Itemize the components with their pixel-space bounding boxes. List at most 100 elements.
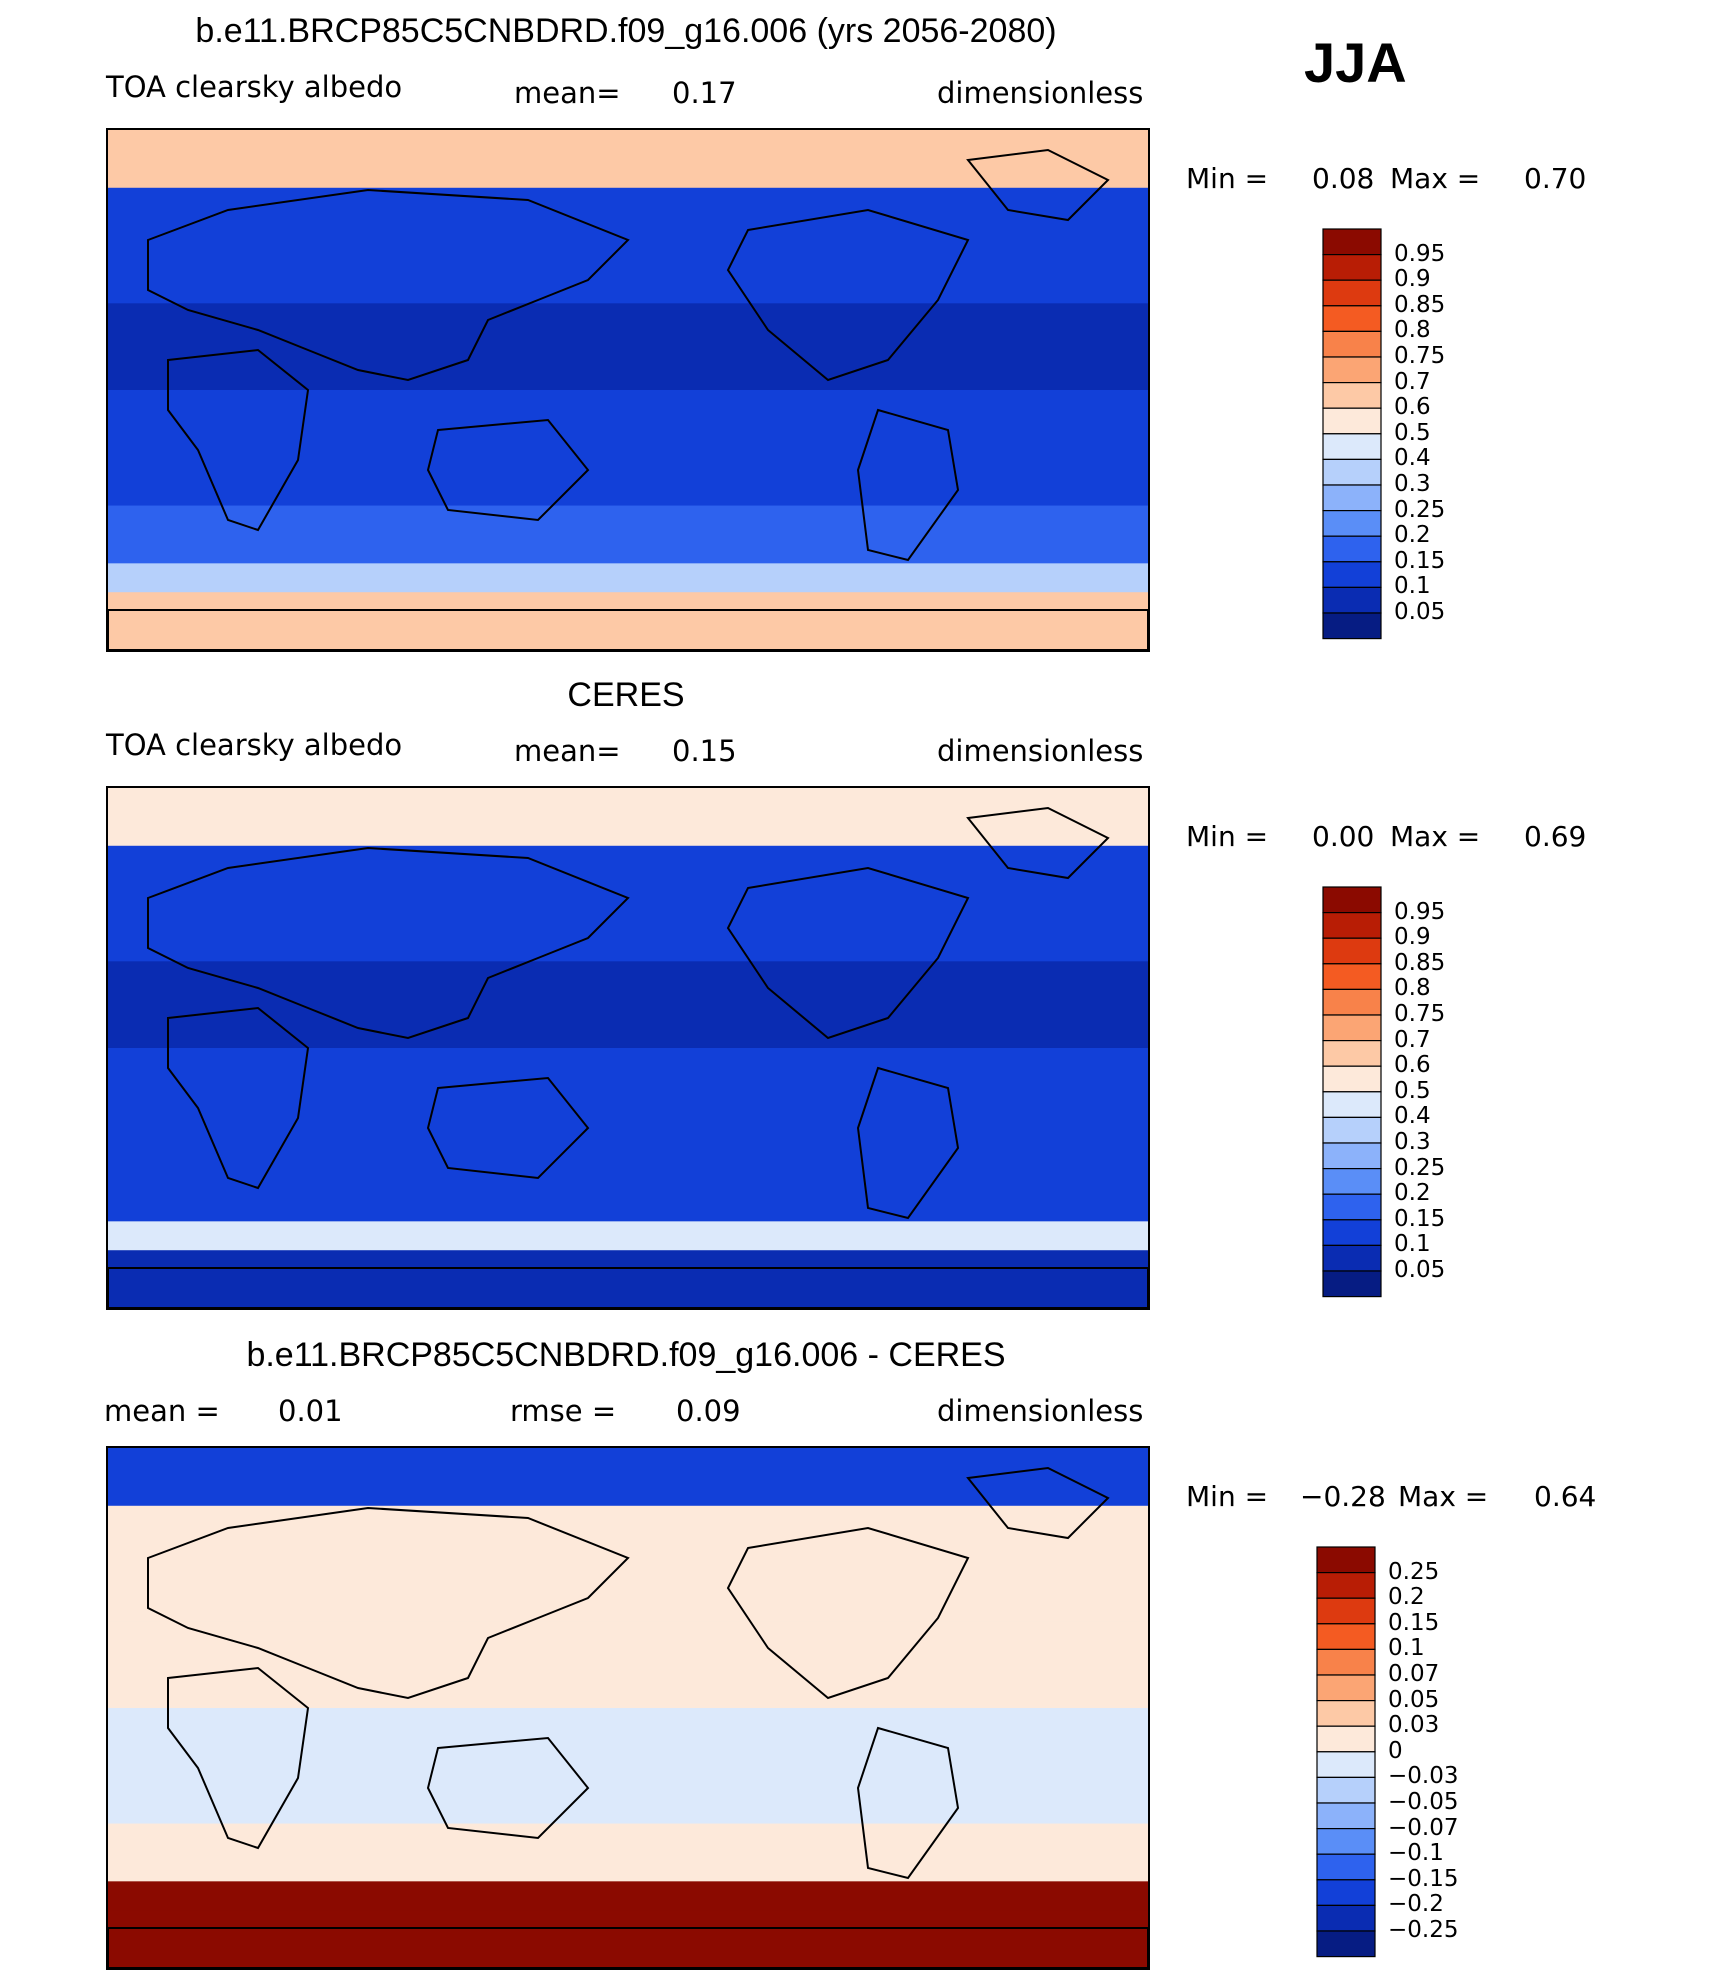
coastline (726, 1526, 970, 1700)
season-label: JJA (1304, 31, 1407, 94)
panel1-map-svg (108, 130, 1148, 650)
map-band (108, 303, 1148, 391)
panel1-min-value: 0.08 (1312, 162, 1375, 195)
map-band (108, 592, 1148, 650)
coastline (966, 1466, 1110, 1540)
colorbar-label: 0.1 (1394, 573, 1431, 600)
colorbar-label: 0.05 (1388, 1686, 1440, 1713)
colorbar-swatch (1322, 561, 1382, 588)
panel2-min-value: 0.00 (1312, 820, 1375, 853)
colorbar-swatch (1322, 535, 1382, 563)
colorbar-swatch (1322, 1014, 1382, 1042)
colorbar-swatch (1316, 1674, 1376, 1702)
colorbar-label: −0.1 (1388, 1840, 1444, 1867)
panel2-min-label: Min = (1186, 820, 1269, 853)
colorbar-label: 0.4 (1394, 445, 1431, 472)
panel1-max-label: Max = (1390, 162, 1481, 195)
coastline (966, 148, 1110, 222)
panel3-title: b.e11.BRCP85C5CNBDRD.f09_g16.006 - CERES (246, 1336, 1006, 1374)
colorbar-swatch (1316, 1802, 1376, 1830)
panel1-mean-label: mean= (514, 76, 621, 110)
panel1-title: b.e11.BRCP85C5CNBDRD.f09_g16.006 (yrs 20… (195, 12, 1057, 50)
panel2-units: dimensionless (937, 734, 1144, 768)
panel3-min-value: −0.28 (1300, 1480, 1386, 1513)
colorbar-label: 0.25 (1388, 1558, 1440, 1585)
colorbar-swatch (1322, 988, 1382, 1016)
coastline (147, 846, 630, 1040)
coastline (167, 1666, 310, 1850)
colorbar-label: 0.6 (1394, 394, 1431, 421)
colorbar-swatch (1322, 963, 1382, 991)
coastline (108, 609, 1148, 650)
colorbar-label: 0.7 (1394, 368, 1431, 395)
panel2-mean-value: 0.15 (672, 734, 737, 768)
panel3-mean-label: mean = (104, 1394, 220, 1428)
panel1-min-label: Min = (1186, 162, 1269, 195)
colorbar-label: 0.15 (1394, 1205, 1446, 1232)
coastline (147, 1506, 630, 1700)
map-band (108, 505, 1148, 565)
colorbar-label: 0.95 (1394, 898, 1446, 925)
colorbar-label: 0.9 (1394, 924, 1431, 951)
colorbar-swatch (1322, 228, 1382, 256)
panel2-mean-label: mean= (514, 734, 621, 768)
colorbar-label: −0.03 (1388, 1763, 1459, 1790)
colorbar-swatch (1316, 1597, 1376, 1625)
colorbar-label: 0.7 (1394, 1026, 1431, 1053)
map-band (108, 390, 1148, 507)
colorbar-swatch (1322, 484, 1382, 512)
colorbar-label: 0.2 (1394, 1180, 1431, 1207)
panel2-map (106, 786, 1150, 1310)
colorbar-label: −0.05 (1388, 1789, 1459, 1815)
panel2-colorbar: 0.95 0.9 0.85 0.8 0.75 0.7 0.6 0.5 0.4 0.3 0.25 0.2… (1322, 886, 1445, 1303)
coastline (108, 1927, 1148, 1968)
map-band (108, 1221, 1148, 1252)
map-band (108, 130, 1148, 189)
colorbar-label: 0.25 (1394, 496, 1446, 523)
panel3-units: dimensionless (937, 1394, 1144, 1428)
colorbar-label: 0.05 (1394, 599, 1446, 625)
colorbar-label: 0.05 (1394, 1257, 1446, 1283)
coastline (966, 806, 1110, 880)
colorbar-swatch (1322, 1219, 1382, 1246)
colorbar-swatch (1322, 305, 1382, 333)
coastline (856, 1066, 960, 1220)
map-band (108, 1881, 1148, 1912)
colorbar-label: 0.25 (1394, 1154, 1446, 1181)
colorbar-swatch (1322, 937, 1382, 965)
colorbar-label: 0.03 (1388, 1712, 1440, 1739)
colorbar-label: 0.15 (1388, 1609, 1440, 1636)
panel3-rmse-value: 0.09 (676, 1394, 741, 1428)
colorbar-label: 0.2 (1388, 1584, 1425, 1611)
colorbar-svg (1322, 886, 1382, 1298)
colorbar-label: 0.3 (1394, 471, 1431, 497)
colorbar-label: 0.85 (1394, 291, 1446, 318)
coastline (426, 1736, 590, 1840)
colorbar-label: 0.5 (1394, 1077, 1431, 1104)
colorbar-swatch (1322, 254, 1382, 281)
panel2-max-value: 0.69 (1524, 820, 1587, 853)
coastline (726, 866, 970, 1040)
panel1-max-value: 0.70 (1524, 162, 1587, 195)
colorbar-svg (1322, 228, 1382, 640)
colorbar-swatch (1316, 1904, 1376, 1932)
colorbar-swatch (1322, 458, 1382, 486)
coastline (167, 1006, 310, 1190)
map-band (108, 1621, 1148, 1709)
colorbar-label: 0.1 (1388, 1635, 1425, 1662)
panel2-max-label: Max = (1390, 820, 1481, 853)
colorbar-label: −0.15 (1388, 1865, 1459, 1892)
colorbar-svg (1316, 1546, 1376, 1958)
colorbar-swatch (1316, 1725, 1376, 1753)
colorbar-swatch (1322, 510, 1382, 537)
colorbar-label: 0.75 (1394, 1001, 1446, 1027)
map-band (108, 1250, 1148, 1308)
colorbar-label: 0.1 (1394, 1231, 1431, 1258)
colorbar-swatch (1316, 1853, 1376, 1881)
panel2-variable: TOA clearsky albedo (106, 728, 403, 762)
map-band (108, 961, 1148, 1049)
panel3-map (106, 1446, 1150, 1970)
colorbar-label: 0.5 (1394, 419, 1431, 446)
map-band (108, 1048, 1148, 1165)
coastline (856, 408, 960, 562)
